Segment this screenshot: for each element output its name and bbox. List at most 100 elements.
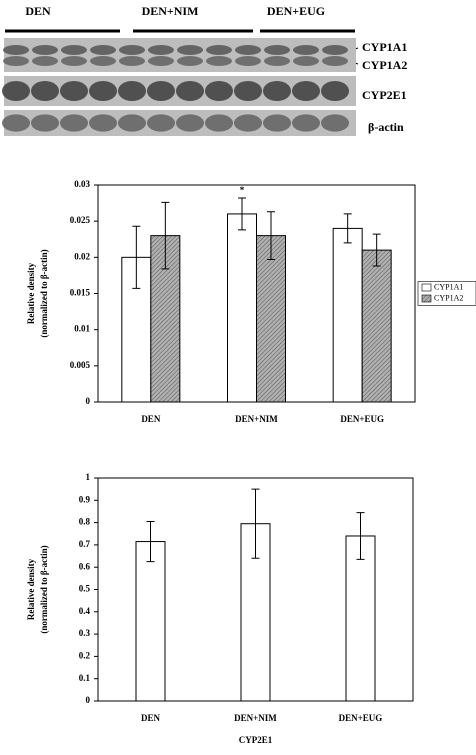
- western-blot: DEN DEN+NIM DEN+EUG CYP1A1 CYP1A2 CYP2E1…: [2, 4, 407, 136]
- y-tick-label: 0.6: [79, 561, 91, 571]
- band: [206, 45, 232, 55]
- y-axis-label: Relative density (normalized to β-actin): [26, 249, 49, 337]
- y-tick-label: 0.005: [70, 360, 91, 370]
- band: [321, 114, 349, 132]
- band: [3, 45, 29, 55]
- y-tick-label: 0.9: [79, 494, 91, 504]
- y-tick-label: 0.5: [79, 584, 91, 594]
- band: [148, 45, 174, 55]
- band: [148, 56, 174, 66]
- x-tick-label: DEN+NIM: [235, 414, 278, 424]
- band: [31, 81, 59, 101]
- band: [263, 114, 291, 132]
- band: [293, 45, 319, 55]
- bar: [227, 213, 257, 403]
- band: [61, 45, 87, 55]
- legend-label: CYP1A2: [434, 293, 463, 302]
- y-tick-label: 1: [86, 472, 91, 482]
- band: [264, 56, 290, 66]
- band: [292, 81, 320, 101]
- error-bar: [372, 233, 381, 267]
- y-tick-label: 0.2: [79, 650, 91, 660]
- band: [118, 114, 146, 132]
- band: [264, 45, 290, 55]
- annotation: *: [240, 185, 245, 195]
- band: [90, 45, 116, 55]
- legend-swatch: [421, 283, 432, 292]
- band: [176, 81, 204, 101]
- y-tick-label: 0.01: [74, 324, 90, 334]
- band: [119, 45, 145, 55]
- band: [205, 81, 233, 101]
- band: [89, 114, 117, 132]
- band: [235, 45, 261, 55]
- y-axis-label-line: Relative density: [26, 262, 36, 324]
- band: [60, 114, 88, 132]
- band: [234, 81, 262, 101]
- band: [90, 56, 116, 66]
- legend-label: CYP1A1: [434, 282, 463, 291]
- y-tick-label: 0.03: [74, 179, 90, 189]
- band: [118, 81, 146, 101]
- band: [32, 56, 58, 66]
- error-bar: [132, 225, 141, 289]
- y-axis-label: Relative density (normalized to β-actin): [26, 545, 49, 633]
- band: [235, 56, 261, 66]
- y-axis-label-line: (normalized to β-actin): [39, 545, 49, 633]
- band: [2, 81, 30, 101]
- error-bar: [343, 213, 352, 244]
- blot-strip: [4, 38, 356, 72]
- band: [177, 56, 203, 66]
- error-bar: [146, 520, 155, 563]
- x-axis-label: CYP2E1: [239, 735, 273, 745]
- band: [293, 56, 319, 66]
- bar: [256, 235, 286, 403]
- group-label: DEN+NIM: [142, 4, 199, 18]
- band: [3, 56, 29, 66]
- band-label: CYP2E1: [362, 88, 407, 102]
- error-bar: [251, 488, 260, 559]
- y-tick-label: 0.7: [79, 539, 91, 549]
- y-tick-label: 0.8: [79, 517, 91, 527]
- x-tick-label: DEN: [141, 414, 161, 424]
- band-label: CYP1A1: [362, 40, 407, 54]
- band: [177, 45, 203, 55]
- band: [2, 114, 30, 132]
- band: [206, 56, 232, 66]
- error-bar: [161, 201, 170, 270]
- band-label: β-actin: [368, 120, 404, 134]
- y-tick-label: 0: [86, 396, 91, 406]
- bar: [361, 249, 392, 403]
- band: [263, 81, 291, 101]
- bar: [332, 227, 363, 403]
- error-bar: [356, 512, 365, 560]
- band: [205, 114, 233, 132]
- group-label: DEN+EUG: [267, 4, 325, 18]
- group-label: DEN: [25, 4, 51, 18]
- band: [176, 114, 204, 132]
- band: [147, 114, 175, 132]
- band: [89, 81, 117, 101]
- y-axis-label-line: (normalized to β-actin): [39, 249, 49, 337]
- band: [234, 114, 262, 132]
- x-tick-label: DEN+EUG: [340, 414, 384, 424]
- band: [61, 56, 87, 66]
- band: [147, 81, 175, 101]
- band: [31, 114, 59, 132]
- band: [60, 81, 88, 101]
- x-tick-label: DEN+EUG: [339, 713, 383, 723]
- band: [322, 56, 348, 66]
- band-label: CYP1A2: [362, 58, 407, 72]
- band: [32, 45, 58, 55]
- y-tick-label: 0.1: [79, 673, 91, 683]
- y-tick-label: 0: [86, 695, 91, 705]
- legend-swatch: [421, 294, 432, 303]
- bar: [135, 541, 166, 702]
- y-tick-label: 0.3: [79, 628, 91, 638]
- x-tick-label: DEN: [141, 713, 161, 723]
- y-tick-label: 0.4: [79, 606, 91, 616]
- y-tick-label: 0.02: [74, 251, 90, 261]
- x-tick-label: DEN+NIM: [234, 713, 277, 723]
- y-tick-label: 0.015: [70, 288, 91, 298]
